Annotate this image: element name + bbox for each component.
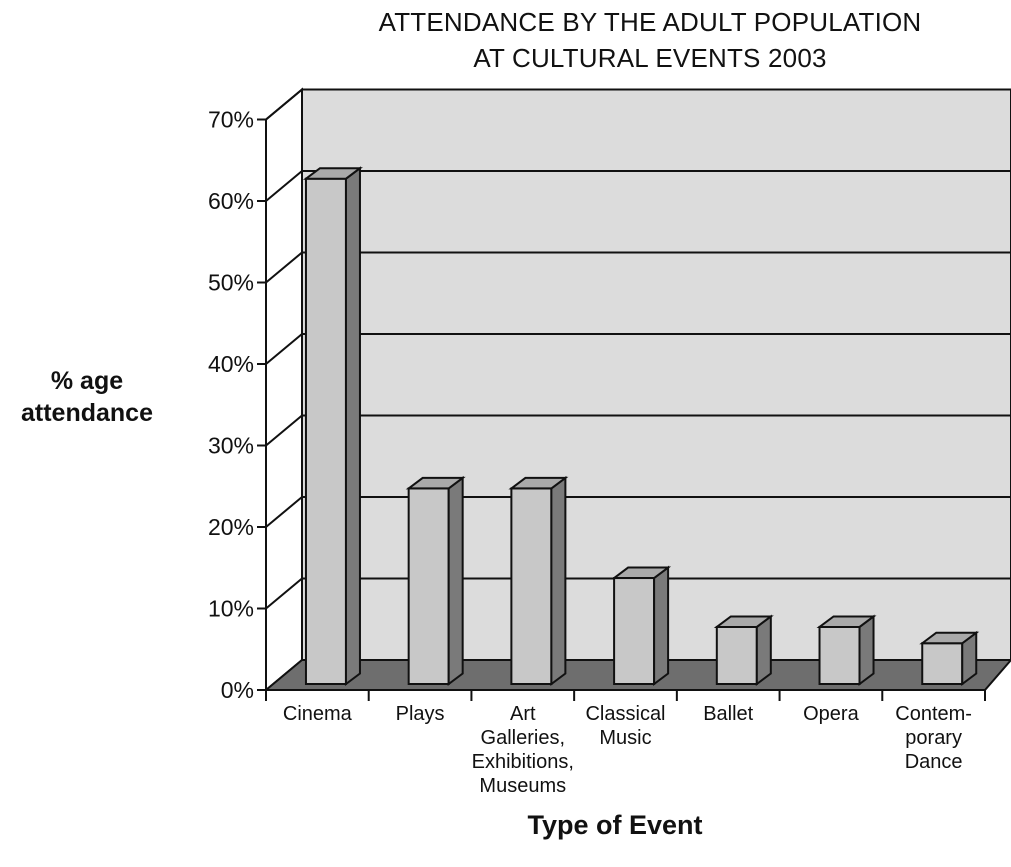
bar-front — [613, 577, 656, 685]
gridline — [265, 88, 1011, 121]
gridline — [265, 251, 1011, 284]
bar-top — [816, 615, 877, 628]
x-tick-label-line: Dance — [905, 751, 963, 773]
bar — [405, 475, 466, 686]
bar — [919, 630, 980, 686]
y-tick-label: 0% — [221, 677, 254, 703]
bar-front — [304, 177, 347, 685]
bar-side — [447, 475, 464, 686]
chart-title: ATTENDANCE BY THE ADULT POPULATION AT CU… — [300, 4, 1000, 76]
bar-side — [653, 565, 670, 686]
chart-title-line-1: ATTENDANCE BY THE ADULT POPULATION — [378, 7, 922, 37]
gridline — [265, 414, 1011, 447]
gridline — [265, 577, 1011, 610]
x-tick-label-line: Art — [510, 703, 536, 725]
gridline — [265, 170, 1011, 202]
bars — [302, 166, 980, 686]
x-tick-label: Cinema — [283, 703, 353, 725]
bar — [508, 475, 569, 686]
y-axis-label: % age attendance — [2, 365, 172, 429]
bar — [713, 614, 774, 686]
x-tick-label-line: Music — [599, 727, 651, 749]
bar — [302, 166, 363, 686]
y-tick-label: 40% — [208, 351, 254, 377]
chart-title-line-2: AT CULTURAL EVENTS 2003 — [473, 43, 827, 73]
x-tick-label: Art Galleries, Exhibitions, Museums — [472, 703, 574, 797]
bar-side — [550, 475, 567, 686]
x-tick-label: Classical Music — [585, 703, 665, 749]
x-axis-label: Type of Event — [527, 810, 703, 840]
gridline — [265, 496, 1011, 528]
gridline — [265, 333, 1011, 365]
x-tick-label-line: Plays — [396, 703, 445, 725]
x-tick-label: Opera — [803, 703, 859, 725]
bar-top — [611, 566, 672, 580]
y-axis: 0% 10% 20% 30% 40% 50% 60% 70% — [208, 107, 267, 703]
bar-top — [302, 167, 363, 180]
bar-top — [919, 631, 980, 645]
bar-front — [407, 487, 450, 685]
x-tick-label-line: Museums — [479, 775, 566, 797]
x-tick-label: Plays — [396, 703, 445, 725]
x-tick-label-line: porary — [905, 727, 962, 749]
y-tick-label: 70% — [208, 107, 254, 133]
x-tick-label: Contem-porary Dance — [895, 703, 972, 773]
x-axis: Cinema Plays Art Galleries, Exhibitions, Muse… — [265, 690, 986, 797]
x-tick-label-line: Galleries, — [481, 727, 565, 749]
y-tick-label: 10% — [208, 596, 254, 622]
bar-top — [508, 476, 569, 490]
bar-top — [713, 615, 774, 628]
x-tick-label-line: Cinema — [283, 703, 353, 725]
bar-top — [405, 476, 466, 490]
bar-front — [715, 625, 758, 686]
x-tick-label-line: Opera — [803, 703, 859, 725]
x-tick-label-line: Contem- — [895, 703, 972, 725]
x-tick-label-line: Ballet — [703, 703, 753, 725]
bar-side — [344, 166, 361, 686]
y-tick-label: 20% — [208, 514, 254, 540]
x-tick-label-line: Classical — [585, 703, 665, 725]
y-axis-label-line-2: attendance — [21, 399, 153, 427]
bar — [611, 565, 672, 686]
y-tick-label: 30% — [208, 433, 254, 459]
bar-front — [921, 642, 964, 685]
y-tick-label: 60% — [208, 188, 254, 214]
x-tick-label-line: Exhibitions, — [472, 751, 574, 773]
gridlines — [265, 88, 1011, 610]
x-tick-label: Ballet — [703, 703, 753, 725]
bar — [816, 614, 877, 686]
y-axis-label-line-1: % age — [50, 367, 124, 395]
y-tick-label: 50% — [208, 270, 254, 296]
side-wall — [265, 87, 303, 693]
bar-front — [510, 487, 553, 685]
bar-front — [818, 625, 861, 686]
